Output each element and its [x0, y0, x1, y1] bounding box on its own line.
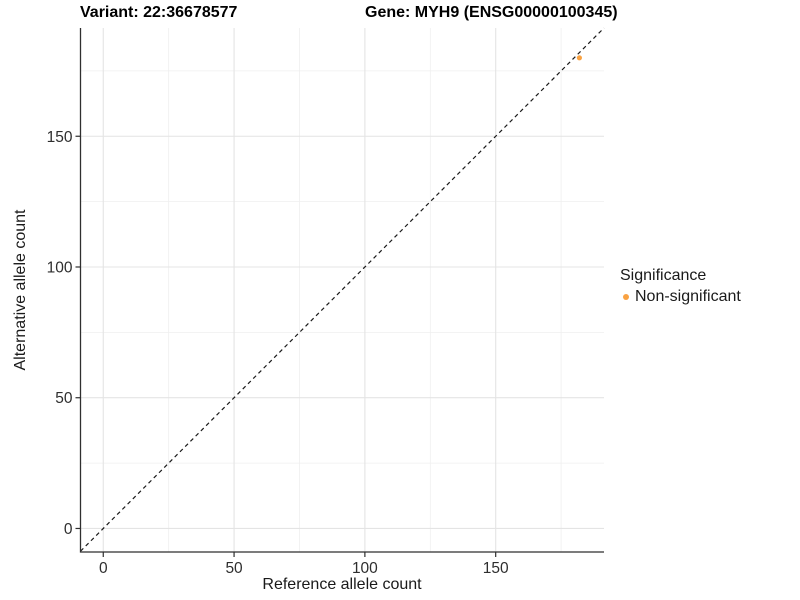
y-tick-label: 50: [55, 390, 73, 407]
x-tick-label: 150: [483, 560, 509, 577]
axis-lines: [79, 28, 604, 553]
y-tick-label: 0: [64, 521, 73, 538]
plot-title-gene: Gene: MYH9 (ENSG00000100345): [365, 4, 618, 21]
x-tick-label: 100: [352, 560, 378, 577]
legend-point-swatch-icon: [623, 293, 629, 300]
x-tick-label: 50: [225, 560, 243, 577]
identity-reference-line: [80, 27, 605, 552]
y-tick-label: 100: [47, 259, 73, 276]
legend: Significance Non-significant: [620, 266, 741, 306]
y-axis-label: Alternative allele count: [12, 209, 29, 371]
x-axis-label: Reference allele count: [262, 576, 422, 593]
plot-title-variant: Variant: 22:36678577: [80, 4, 238, 21]
legend-item-label: Non-significant: [635, 288, 741, 305]
x-tick-label: 0: [99, 560, 108, 577]
legend-title: Significance: [620, 267, 707, 284]
legend-item-non-significant: Non-significant: [620, 287, 741, 306]
data-point: [576, 55, 583, 61]
y-tick-label: 150: [47, 129, 73, 146]
